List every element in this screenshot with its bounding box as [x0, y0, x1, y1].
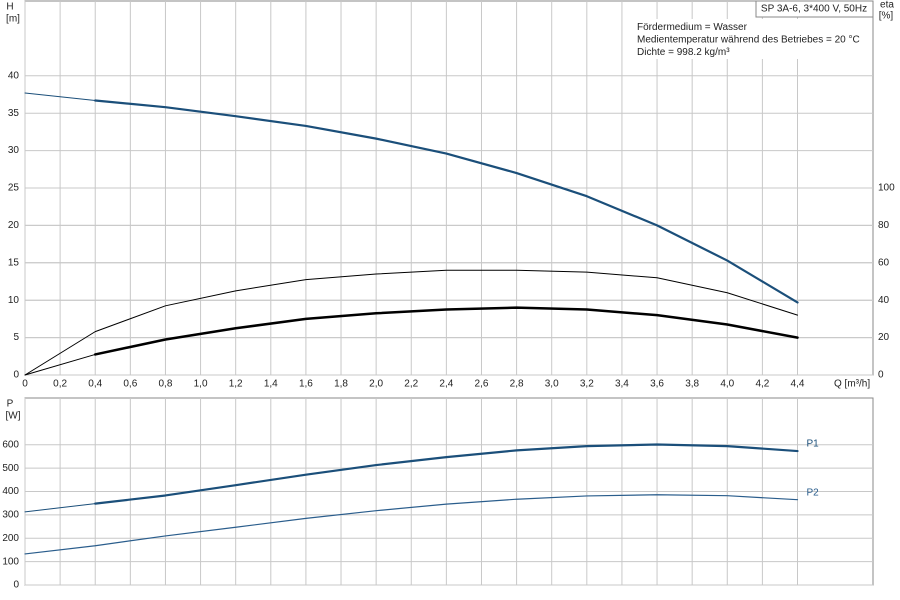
y-tick-label: 0 [13, 370, 19, 381]
y2-tick-label: 40 [878, 295, 890, 306]
y-tick-label: 35 [8, 108, 20, 119]
y-tick-label: 0 [13, 580, 19, 591]
y-tick-label: 5 [13, 332, 19, 343]
annotation: Dichte = 998.2 kg/m³ [637, 47, 730, 58]
x-tick-label: 1,8 [334, 379, 348, 390]
curve [24, 269, 799, 376]
curve [24, 353, 96, 376]
y2-tick-label: 20 [878, 332, 890, 343]
y-tick-label: 400 [2, 486, 19, 497]
x-tick-label: 0,8 [159, 379, 173, 390]
y-tick-label: 200 [2, 533, 19, 544]
y-axis-unit: [m] [6, 14, 20, 25]
x-tick-label: 4,2 [755, 379, 769, 390]
x-tick-label: 0 [22, 379, 28, 390]
x-tick-label: 3,6 [650, 379, 664, 390]
y-tick-label: 10 [8, 295, 20, 306]
x-tick-label: 3,2 [580, 379, 594, 390]
x-tick-label: 0,4 [88, 379, 102, 390]
x-tick-label: 3,4 [615, 379, 629, 390]
x-tick-label: 2,6 [475, 379, 489, 390]
y-axis-label: H [6, 2, 13, 13]
series-label: P2 [807, 487, 820, 498]
annotation: SP 3A-6, 3*400 V, 50Hz [761, 4, 867, 15]
curve [93, 306, 799, 356]
y-axis-unit: [W] [6, 411, 21, 422]
y2-tick-label: 80 [878, 220, 890, 231]
curve [94, 99, 799, 304]
y-tick-label: 100 [2, 556, 19, 567]
x-tick-label: 2,0 [369, 379, 383, 390]
y-tick-label: 40 [8, 70, 20, 81]
y-tick-label: 20 [8, 220, 20, 231]
x-tick-label: 1,0 [194, 379, 208, 390]
annotation-box [755, 0, 874, 18]
y-tick-label: 25 [8, 183, 20, 194]
y-tick-label: 500 [2, 463, 19, 474]
x-tick-label: 1,4 [264, 379, 278, 390]
y2-axis-label: eta [880, 0, 894, 11]
x-axis-label: Q [m³/h] [834, 379, 870, 390]
x-tick-label: 2,4 [439, 379, 453, 390]
x-tick-label: 4,0 [720, 379, 734, 390]
x-tick-label: 3,8 [685, 379, 699, 390]
curve [94, 443, 799, 505]
x-tick-label: 2,8 [510, 379, 524, 390]
x-tick-label: 0,2 [53, 379, 67, 390]
y2-tick-label: 100 [878, 183, 895, 194]
y-tick-label: 15 [8, 257, 20, 268]
y-axis-label: P [7, 399, 14, 410]
x-tick-label: 0,6 [123, 379, 137, 390]
curve [24, 92, 96, 101]
y-tick-label: 300 [2, 510, 19, 521]
y-tick-label: 600 [2, 439, 19, 450]
x-tick-label: 4,4 [791, 379, 805, 390]
x-tick-label: 2,2 [404, 379, 418, 390]
x-tick-label: 1,2 [229, 379, 243, 390]
y2-tick-label: 60 [878, 257, 890, 268]
curve [24, 503, 96, 513]
curve [24, 494, 799, 555]
y2-axis-unit: [%] [879, 11, 894, 22]
annotation: Fördermedium = Wasser [637, 22, 748, 33]
y-tick-label: 30 [8, 145, 20, 156]
annotation: Medientemperatur während des Betriebes =… [637, 35, 860, 46]
x-tick-label: 1,6 [299, 379, 313, 390]
series-label: P1 [807, 439, 820, 450]
x-tick-label: 3,0 [545, 379, 559, 390]
y2-tick-label: 0 [878, 370, 884, 381]
annotation-background [635, 19, 872, 59]
